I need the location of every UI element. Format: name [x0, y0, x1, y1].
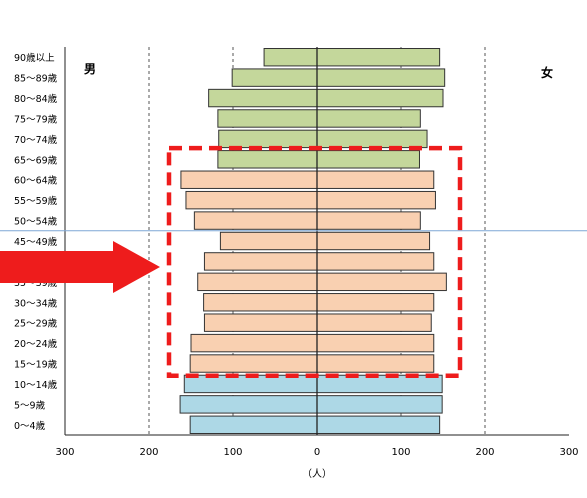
- female-side-label: 女: [541, 65, 553, 80]
- x-tick-label: 200: [139, 447, 158, 458]
- male-bar: [217, 109, 318, 128]
- female-bar: [316, 129, 428, 149]
- male-bar: [179, 395, 318, 414]
- male-bar: [189, 354, 318, 373]
- male-bar: [231, 68, 318, 87]
- male-bar: [185, 190, 318, 210]
- female-bar: [316, 415, 441, 435]
- category-label: 25～29歳: [14, 318, 58, 330]
- female-bar: [316, 252, 435, 271]
- category-label: 10～14歳: [14, 379, 58, 391]
- bars: [179, 48, 447, 435]
- male-bar: [197, 272, 318, 292]
- female-bar: [316, 333, 435, 353]
- female-bar: [316, 313, 432, 332]
- male-bar: [189, 415, 318, 435]
- male-bar: [263, 48, 318, 67]
- x-tick-label: 200: [475, 447, 494, 458]
- category-label: 85～89歳: [14, 73, 58, 85]
- category-label: 65～69歳: [14, 154, 58, 166]
- category-label: 55～59歳: [14, 195, 58, 207]
- female-bar: [316, 354, 435, 373]
- male-bar: [218, 129, 318, 149]
- male-bar: [193, 211, 318, 230]
- female-bar: [316, 190, 436, 210]
- category-label: 50～54歳: [14, 216, 58, 228]
- x-tick-label: 100: [223, 447, 242, 458]
- male-bar: [203, 313, 318, 332]
- female-bar: [316, 231, 431, 251]
- male-bar: [217, 150, 318, 169]
- category-label: 75～79歳: [14, 113, 58, 125]
- female-bar: [316, 150, 420, 169]
- category-label: 45～49歳: [14, 236, 58, 248]
- category-label: 90歳以上: [14, 52, 55, 64]
- category-label: 70～74歳: [14, 134, 58, 146]
- female-bar: [316, 170, 435, 189]
- axes: 300 200 100 0 100 200 300: [55, 47, 579, 458]
- female-bar: [316, 68, 446, 87]
- red-arrow: [0, 241, 160, 293]
- annotations: [0, 145, 587, 378]
- male-bar: [180, 170, 318, 189]
- male-bar: [208, 88, 318, 108]
- female-bar: [316, 293, 435, 312]
- female-bar: [316, 48, 441, 67]
- male-side-label: 男: [84, 62, 96, 76]
- category-label: 15～19歳: [14, 359, 58, 371]
- category-label: 20～24歳: [14, 338, 58, 350]
- category-label: 0～4歳: [14, 420, 46, 432]
- female-bar: [316, 211, 421, 230]
- x-tick-label: 300: [55, 447, 74, 458]
- male-bar: [219, 231, 318, 251]
- category-label: 5～9歳: [14, 399, 46, 411]
- x-tick-label: 100: [391, 447, 410, 458]
- female-bar: [316, 395, 443, 414]
- female-bar: [316, 88, 444, 108]
- category-label: 30～34歳: [14, 297, 58, 309]
- male-bar: [203, 293, 318, 312]
- x-tick-label: 300: [559, 447, 578, 458]
- female-bar: [316, 272, 447, 292]
- male-bar: [190, 333, 318, 353]
- male-bar: [203, 252, 318, 271]
- x-tick-label: 0: [314, 447, 320, 458]
- category-label: 60～64歳: [14, 175, 58, 187]
- x-axis-label: （人）: [302, 468, 332, 480]
- female-bar: [316, 109, 421, 128]
- category-label: 80～84歳: [14, 93, 58, 105]
- highlight-box: [166, 145, 463, 378]
- labels: 男 女 （人） 0～4歳 5～9歳 10～14歳 15～19歳 20～24歳 25～29歳…: [14, 52, 553, 480]
